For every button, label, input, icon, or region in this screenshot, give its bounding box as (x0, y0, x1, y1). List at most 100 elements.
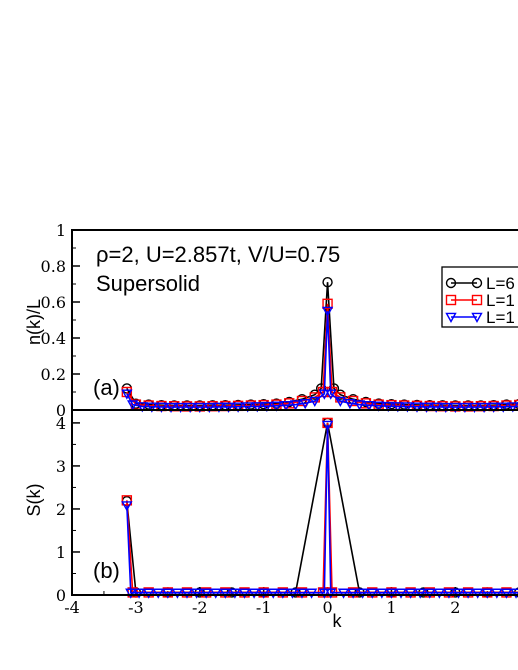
data-point (251, 402, 263, 413)
data-point (382, 401, 394, 413)
data-point (289, 400, 302, 411)
ytick-label: 0.8 (41, 257, 66, 276)
data-point (309, 396, 321, 407)
xtick-label: -2 (192, 598, 208, 617)
data-point (500, 588, 513, 599)
data-point (213, 402, 225, 413)
data-point (372, 401, 385, 412)
ytick-label: 0.4 (41, 329, 66, 348)
data-point (443, 588, 455, 599)
xtick-label: -3 (128, 598, 144, 617)
ytick-label: 3 (56, 457, 66, 476)
data-point (385, 588, 398, 599)
data-point (238, 588, 251, 599)
series-line (126, 422, 518, 594)
panel-b: S(k) 0 1 2 3 4 -4 -3 -2 -1 0 1 2 (b) k (24, 409, 518, 631)
data-point (305, 588, 318, 599)
legend-marker (445, 294, 457, 306)
panel-b-ylabel: S(k) (24, 484, 44, 517)
data-point (395, 588, 407, 599)
panel-b-yticks: 0 1 2 3 4 (56, 414, 80, 605)
data-point (478, 402, 490, 414)
data-point (270, 401, 283, 412)
series-line (126, 310, 518, 408)
ytick-label: 0.2 (41, 365, 66, 384)
data-point (468, 402, 481, 414)
data-point (248, 588, 260, 599)
data-point (203, 402, 216, 414)
data-point (121, 495, 133, 506)
data-point (152, 588, 164, 599)
legend-marker (445, 312, 457, 323)
panel-b-series (121, 417, 518, 599)
data-point (363, 401, 375, 412)
data-point (424, 588, 436, 599)
data-point (261, 401, 273, 413)
legend-marker (471, 312, 483, 323)
data-point (507, 402, 518, 413)
data-point (376, 588, 388, 599)
data-point (510, 588, 518, 599)
xtick-label: 1 (386, 598, 396, 617)
data-point (171, 588, 184, 599)
xtick-label: 2 (450, 598, 460, 617)
panel-a-annotation: ρ=2, U=2.857t, V/U=0.75 (96, 242, 340, 267)
data-point (322, 277, 333, 288)
legend: L=6L=1L=1 (441, 266, 518, 328)
data-point (194, 402, 206, 414)
data-point (296, 588, 308, 599)
series-1 (121, 417, 518, 598)
data-point (452, 588, 465, 599)
xtick-label: -4 (64, 598, 80, 617)
legend-marker (471, 277, 483, 289)
data-point (121, 501, 133, 512)
data-point (472, 588, 484, 599)
series-2 (121, 420, 518, 599)
series-2 (121, 306, 518, 414)
data-point (190, 588, 203, 599)
data-point (481, 588, 493, 599)
data-point (462, 588, 474, 599)
ytick-label: 0 (56, 586, 66, 605)
ytick-label: 0.6 (41, 293, 66, 312)
data-point (219, 588, 232, 599)
data-point (404, 588, 417, 599)
xtick-label: 0 (322, 598, 332, 617)
data-point (121, 389, 133, 400)
data-point (222, 402, 235, 413)
data-point (366, 588, 378, 599)
panel-b-xlabel: k (333, 611, 343, 631)
data-point (280, 401, 292, 412)
data-point (487, 402, 500, 413)
legend-marker (471, 294, 483, 306)
legend-label: L=1 (486, 291, 515, 310)
data-point (392, 402, 404, 413)
data-point (318, 389, 331, 400)
data-point (401, 402, 414, 413)
data-point (257, 588, 270, 599)
ytick-label: 1 (56, 543, 66, 562)
data-point (497, 402, 509, 413)
data-point (232, 402, 244, 413)
data-point (337, 588, 350, 599)
panel-a-label: (a) (93, 375, 120, 400)
panel-a-yticks: 0 0.2 0.4 0.6 0.8 1 (41, 221, 80, 420)
data-point (200, 588, 212, 599)
data-point (121, 386, 133, 398)
data-point (440, 402, 452, 414)
data-point (267, 588, 279, 599)
data-point (433, 588, 446, 599)
data-point (229, 588, 241, 599)
data-point (284, 398, 295, 409)
data-point (459, 402, 471, 414)
data-point (321, 420, 334, 431)
data-point (322, 298, 333, 309)
ytick-label: 1 (56, 221, 66, 240)
data-point (353, 400, 366, 411)
data-point (165, 402, 177, 414)
data-point (325, 588, 337, 599)
data-point (155, 402, 168, 413)
data-point (449, 402, 462, 414)
legend-label: L=1 (486, 308, 515, 327)
